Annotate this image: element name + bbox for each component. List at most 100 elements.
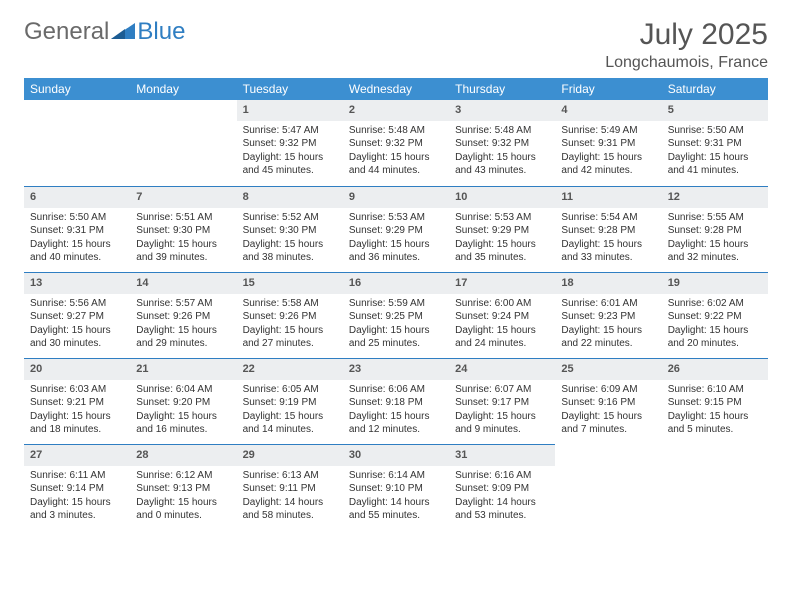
day-line: Sunset: 9:13 PM — [136, 482, 230, 496]
day-line: Sunrise: 6:12 AM — [136, 469, 230, 483]
day-cell: 12Sunrise: 5:55 AMSunset: 9:28 PMDayligh… — [662, 186, 768, 272]
day-cell: 26Sunrise: 6:10 AMSunset: 9:15 PMDayligh… — [662, 358, 768, 444]
page-title: July 2025 — [605, 18, 768, 52]
header: General Blue July 2025 Longchaumois, Fra… — [24, 18, 768, 72]
day-line: Sunrise: 5:57 AM — [136, 297, 230, 311]
day-line: Sunset: 9:19 PM — [243, 396, 337, 410]
day-cell: . — [130, 100, 236, 186]
day-number: 5 — [662, 100, 768, 121]
day-line: Daylight: 15 hours — [455, 151, 549, 165]
day-body: Sunrise: 5:50 AMSunset: 9:31 PMDaylight:… — [24, 208, 130, 269]
day-line: Daylight: 15 hours — [30, 410, 124, 424]
day-line: and 3 minutes. — [30, 509, 124, 523]
day-line: Daylight: 15 hours — [30, 324, 124, 338]
day-cell: . — [555, 444, 661, 530]
day-line: Sunset: 9:11 PM — [243, 482, 337, 496]
day-line: Sunset: 9:30 PM — [243, 224, 337, 238]
day-cell: 6Sunrise: 5:50 AMSunset: 9:31 PMDaylight… — [24, 186, 130, 272]
day-line: Daylight: 15 hours — [243, 410, 337, 424]
day-body: Sunrise: 5:59 AMSunset: 9:25 PMDaylight:… — [343, 294, 449, 355]
day-line: Sunset: 9:25 PM — [349, 310, 443, 324]
day-cell: 16Sunrise: 5:59 AMSunset: 9:25 PMDayligh… — [343, 272, 449, 358]
day-line: Sunset: 9:28 PM — [561, 224, 655, 238]
logo: General Blue — [24, 18, 185, 46]
day-line: Daylight: 15 hours — [30, 496, 124, 510]
calendar-head: SundayMondayTuesdayWednesdayThursdayFrid… — [24, 78, 768, 100]
day-line: Daylight: 15 hours — [243, 238, 337, 252]
week-row: 20Sunrise: 6:03 AMSunset: 9:21 PMDayligh… — [24, 358, 768, 444]
day-number: 8 — [237, 186, 343, 208]
day-body: Sunrise: 6:11 AMSunset: 9:14 PMDaylight:… — [24, 466, 130, 527]
day-line: and 12 minutes. — [349, 423, 443, 437]
day-line: Sunrise: 5:50 AM — [30, 211, 124, 225]
day-line: and 20 minutes. — [668, 337, 762, 351]
day-body: Sunrise: 5:51 AMSunset: 9:30 PMDaylight:… — [130, 208, 236, 269]
day-number: 28 — [130, 444, 236, 466]
day-line: and 43 minutes. — [455, 164, 549, 178]
day-line: Daylight: 15 hours — [561, 324, 655, 338]
day-number: 15 — [237, 272, 343, 294]
day-cell: 22Sunrise: 6:05 AMSunset: 9:19 PMDayligh… — [237, 358, 343, 444]
day-body: Sunrise: 5:49 AMSunset: 9:31 PMDaylight:… — [555, 121, 661, 182]
week-row: 13Sunrise: 5:56 AMSunset: 9:27 PMDayligh… — [24, 272, 768, 358]
day-cell: 3Sunrise: 5:48 AMSunset: 9:32 PMDaylight… — [449, 100, 555, 186]
day-number: 26 — [662, 358, 768, 380]
day-line: Sunrise: 5:58 AM — [243, 297, 337, 311]
day-line: Daylight: 15 hours — [561, 151, 655, 165]
day-line: Sunset: 9:16 PM — [561, 396, 655, 410]
day-line: Sunset: 9:14 PM — [30, 482, 124, 496]
day-line: Sunrise: 6:16 AM — [455, 469, 549, 483]
day-line: Sunrise: 6:00 AM — [455, 297, 549, 311]
day-number: 10 — [449, 186, 555, 208]
day-body: Sunrise: 5:53 AMSunset: 9:29 PMDaylight:… — [449, 208, 555, 269]
day-line: and 41 minutes. — [668, 164, 762, 178]
logo-triangle-icon — [111, 18, 135, 46]
day-header: Friday — [555, 78, 661, 100]
day-line: Sunrise: 5:54 AM — [561, 211, 655, 225]
day-line: and 40 minutes. — [30, 251, 124, 265]
day-header: Saturday — [662, 78, 768, 100]
day-line: Sunset: 9:20 PM — [136, 396, 230, 410]
day-body: Sunrise: 5:52 AMSunset: 9:30 PMDaylight:… — [237, 208, 343, 269]
day-line: Sunset: 9:26 PM — [136, 310, 230, 324]
day-number: 6 — [24, 186, 130, 208]
day-line: Daylight: 15 hours — [136, 496, 230, 510]
day-line: Sunset: 9:21 PM — [30, 396, 124, 410]
day-cell: 21Sunrise: 6:04 AMSunset: 9:20 PMDayligh… — [130, 358, 236, 444]
day-line: and 32 minutes. — [668, 251, 762, 265]
day-number: 12 — [662, 186, 768, 208]
day-cell: 4Sunrise: 5:49 AMSunset: 9:31 PMDaylight… — [555, 100, 661, 186]
day-cell: 15Sunrise: 5:58 AMSunset: 9:26 PMDayligh… — [237, 272, 343, 358]
day-number: 30 — [343, 444, 449, 466]
logo-text-1: General — [24, 18, 109, 46]
day-line: Sunrise: 6:09 AM — [561, 383, 655, 397]
week-row: 27Sunrise: 6:11 AMSunset: 9:14 PMDayligh… — [24, 444, 768, 530]
day-line: and 24 minutes. — [455, 337, 549, 351]
day-number: 20 — [24, 358, 130, 380]
day-line: Sunrise: 6:06 AM — [349, 383, 443, 397]
day-line: Sunrise: 5:55 AM — [668, 211, 762, 225]
location: Longchaumois, France — [605, 54, 768, 72]
day-line: Daylight: 15 hours — [349, 410, 443, 424]
day-cell: 8Sunrise: 5:52 AMSunset: 9:30 PMDaylight… — [237, 186, 343, 272]
day-line: Sunset: 9:32 PM — [349, 137, 443, 151]
day-line: Daylight: 15 hours — [136, 410, 230, 424]
day-line: Sunrise: 6:11 AM — [30, 469, 124, 483]
day-number: 21 — [130, 358, 236, 380]
day-number: 22 — [237, 358, 343, 380]
day-line: Sunrise: 6:13 AM — [243, 469, 337, 483]
day-cell: 25Sunrise: 6:09 AMSunset: 9:16 PMDayligh… — [555, 358, 661, 444]
day-number: 11 — [555, 186, 661, 208]
day-line: Daylight: 15 hours — [30, 238, 124, 252]
day-line: Daylight: 15 hours — [668, 324, 762, 338]
day-body: Sunrise: 5:56 AMSunset: 9:27 PMDaylight:… — [24, 294, 130, 355]
day-cell: 20Sunrise: 6:03 AMSunset: 9:21 PMDayligh… — [24, 358, 130, 444]
calendar-body: ..1Sunrise: 5:47 AMSunset: 9:32 PMDaylig… — [24, 100, 768, 530]
day-body: Sunrise: 5:48 AMSunset: 9:32 PMDaylight:… — [343, 121, 449, 182]
day-line: Sunrise: 6:14 AM — [349, 469, 443, 483]
day-line: and 30 minutes. — [30, 337, 124, 351]
day-line: Sunrise: 6:10 AM — [668, 383, 762, 397]
day-line: Daylight: 15 hours — [668, 238, 762, 252]
day-line: Sunrise: 5:53 AM — [349, 211, 443, 225]
day-line: Sunset: 9:31 PM — [561, 137, 655, 151]
